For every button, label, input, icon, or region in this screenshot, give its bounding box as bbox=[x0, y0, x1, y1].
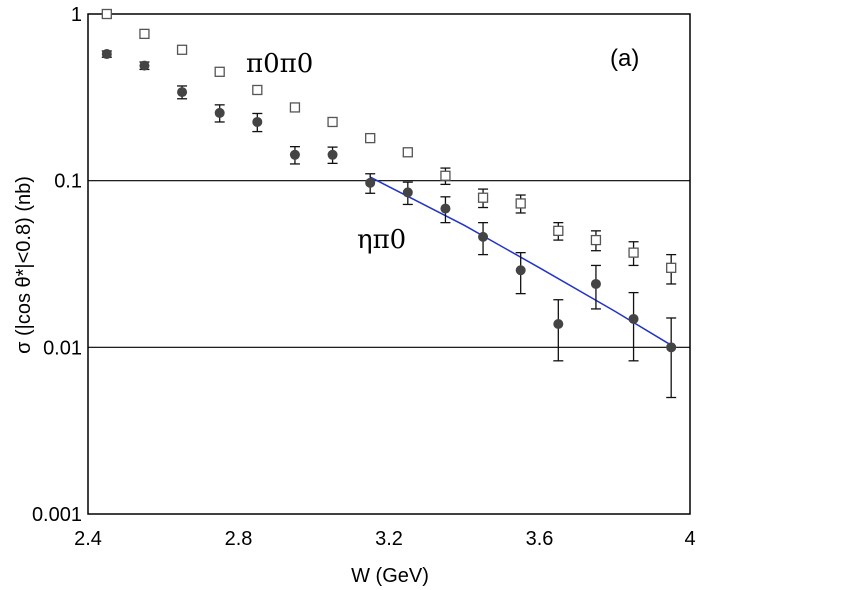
data-point-pi0pi0 bbox=[289, 102, 301, 113]
y-axis-label: σ (|cos θ*|<0.8) (nb) bbox=[13, 176, 35, 354]
data-point-pi0pi0 bbox=[214, 66, 225, 77]
data-point-pi0pi0 bbox=[252, 84, 263, 96]
x-tick-label: 2.8 bbox=[225, 528, 253, 550]
data-point-pi0pi0 bbox=[590, 234, 602, 246]
data-point-pi0pi0 bbox=[666, 262, 677, 273]
x-tick-label: 4 bbox=[684, 528, 695, 550]
data-point-pi0pi0 bbox=[477, 192, 489, 203]
y-tick-label: 0.01 bbox=[43, 337, 82, 359]
data-point-etapi0 bbox=[666, 342, 677, 353]
data-point-pi0pi0 bbox=[365, 132, 376, 144]
data-point-pi0pi0 bbox=[440, 170, 451, 181]
data-point-pi0pi0 bbox=[553, 225, 564, 236]
data-point-pi0pi0 bbox=[327, 116, 338, 128]
data-point-pi0pi0 bbox=[628, 247, 639, 258]
data-point-etapi0 bbox=[478, 231, 489, 242]
data-point-etapi0 bbox=[628, 313, 639, 324]
data-point-etapi0 bbox=[402, 187, 413, 198]
x-axis-label: W (GeV) bbox=[351, 565, 429, 587]
panel-label: (a) bbox=[610, 45, 639, 72]
y-tick-label: 0.001 bbox=[32, 504, 82, 526]
data-point-pi0pi0 bbox=[402, 147, 413, 158]
data-point-etapi0 bbox=[177, 87, 188, 98]
data-marks bbox=[101, 8, 677, 399]
data-point-etapi0 bbox=[139, 60, 150, 71]
data-point-etapi0 bbox=[252, 116, 263, 127]
data-point-pi0pi0 bbox=[101, 8, 112, 20]
y-tick-label: 0.1 bbox=[54, 171, 82, 193]
annotation-etapi0: ηπ0 bbox=[357, 225, 406, 255]
x-tick-label: 3.2 bbox=[375, 528, 403, 550]
data-point-etapi0 bbox=[214, 107, 225, 118]
y-tick-label: 1 bbox=[71, 4, 82, 26]
data-point-etapi0 bbox=[289, 149, 300, 160]
annotation-pi0pi0: π0π0 bbox=[246, 49, 313, 79]
x-axis-ticks: 2.4 2.8 3.2 3.6 4 bbox=[74, 528, 695, 550]
data-point-etapi0 bbox=[101, 49, 112, 60]
x-tick-label: 2.4 bbox=[74, 528, 102, 550]
data-point-etapi0 bbox=[590, 278, 601, 289]
data-point-pi0pi0 bbox=[515, 198, 526, 209]
data-point-etapi0 bbox=[440, 203, 451, 214]
data-point-etapi0 bbox=[553, 319, 564, 330]
data-point-pi0pi0 bbox=[176, 44, 188, 55]
data-point-pi0pi0 bbox=[139, 28, 150, 40]
data-point-etapi0 bbox=[365, 177, 376, 188]
y-axis-ticks: 1 0.1 0.01 0.001 bbox=[32, 4, 82, 526]
plot-frame-group bbox=[87, 13, 691, 515]
data-point-etapi0 bbox=[515, 265, 526, 276]
x-tick-label: 3.6 bbox=[526, 528, 554, 550]
plot-frame bbox=[87, 13, 691, 515]
data-point-etapi0 bbox=[327, 149, 338, 160]
